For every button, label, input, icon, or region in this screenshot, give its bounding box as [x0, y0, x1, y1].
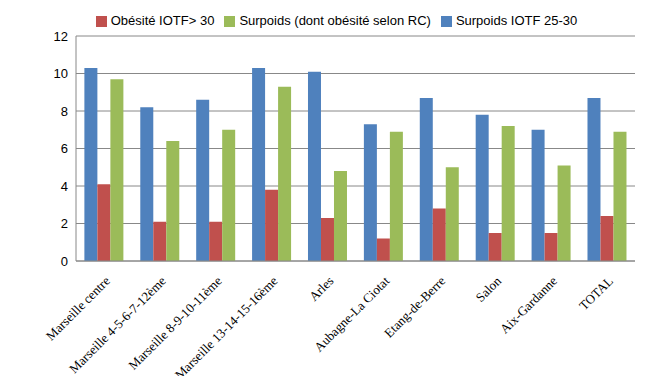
svg-text:10: 10 [54, 66, 68, 81]
svg-text:Marseille 13-14-15-16ème: Marseille 13-14-15-16ème [172, 273, 281, 376]
svg-text:Marseille 4-5-6-7-12ème: Marseille 4-5-6-7-12ème [66, 273, 169, 376]
svg-text:8: 8 [61, 104, 68, 119]
svg-text:Salon: Salon [473, 273, 505, 305]
svg-text:12: 12 [54, 29, 68, 44]
html-text:Obésité IOTF> 30: Obésité IOTF> 30 [110, 13, 215, 28]
svg-text:6: 6 [61, 141, 68, 156]
svg-text:0: 0 [61, 254, 68, 269]
html-text:Surpoids IOTF 25-30: Surpoids IOTF 25-30 [455, 13, 578, 28]
svg-text:Aubagne-La Ciotat: Aubagne-La Ciotat [311, 273, 393, 355]
html-text:Surpoids (dont obésité selon R: Surpoids (dont obésité selon RC) [239, 13, 431, 28]
svg-text:4: 4 [61, 179, 68, 194]
svg-text:Marseille centre: Marseille centre [42, 273, 113, 344]
svg-text:Aix-Gardanne: Aix-Gardanne [497, 273, 560, 336]
svg-text:Etang-de-Berre: Etang-de-Berre [381, 273, 448, 340]
svg-text:Marseille 8-9-10-11ème: Marseille 8-9-10-11ème [125, 273, 225, 373]
svg-text:TOTAL: TOTAL [576, 273, 616, 313]
svg-text:2: 2 [61, 216, 68, 231]
svg-text:Arles: Arles [306, 273, 337, 304]
